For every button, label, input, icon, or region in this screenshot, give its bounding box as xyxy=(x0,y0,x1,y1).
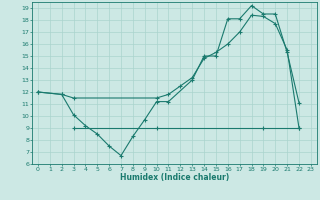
X-axis label: Humidex (Indice chaleur): Humidex (Indice chaleur) xyxy=(120,173,229,182)
